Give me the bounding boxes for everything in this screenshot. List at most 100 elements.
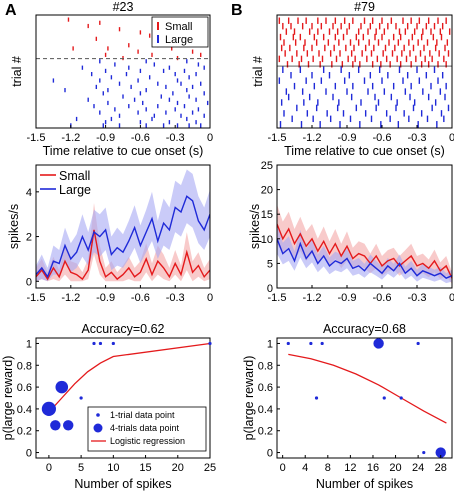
plot-area [36,169,210,282]
y-tick-label: 1 [267,338,273,350]
data-point [41,401,56,417]
y-tick-label: 5 [267,258,273,270]
rate-plot-a: -1.5 -1.2 -0.9 -0.6 -0.3 0 0 2 4 spikes/s SmallLar… [7,164,213,304]
x-tick-label: -0.3 [166,132,185,144]
axes-frame [35,337,211,459]
x-axis-label: Number of spikes [74,477,171,491]
x-tick-label: -1.2 [303,132,322,144]
y-tick-label: 1 [26,338,32,350]
y-tick-label: 0.2 [258,426,273,438]
y-tick-label: 0.4 [17,404,32,416]
data-point [399,396,403,400]
x-axis-label: Time relative to cue onset (s) [284,144,445,158]
x-tick-label: -1.5 [268,132,287,144]
y-axis-label: p(large reward) [242,356,256,441]
axes-frame [35,14,211,129]
x-tick-label: -0.3 [408,132,427,144]
x-tick-label: -1.2 [61,292,80,304]
axes-frame [276,14,453,129]
y-tick-label: 4 [26,187,32,199]
rate-line-small [277,223,452,279]
y-axis-label: trial # [251,56,265,87]
rate-line-small [36,229,210,281]
data-point [111,341,115,346]
error-band-large [277,224,452,284]
y-tick-label: 2 [26,232,32,244]
legend-box [151,16,209,48]
chart-title: Accuracy=0.68 [323,322,406,336]
data-point [50,420,61,431]
legend-label: 4-trials data point [110,423,180,433]
panel-label-b: B [231,2,243,19]
data-point [373,338,384,349]
chart-title: #23 [113,0,134,14]
x-tick-label: -0.3 [408,292,427,304]
legend-label: 1-trial data point [110,410,175,420]
data-point [55,380,69,394]
y-axis-label: spikes/s [7,204,21,249]
raster-plot-b: -1.5 -1.2 -0.9 -0.6 -0.3 0 Time relative to cu… [251,0,454,158]
legend-label: Large [165,34,193,46]
y-tick-label: 0.8 [258,360,273,372]
data-point [416,341,420,346]
x-tick-label: 28 [435,462,447,474]
x-tick-label: 0 [46,462,52,474]
y-axis-label: spikes/s [248,204,262,249]
logistic-fit-line [288,353,447,424]
rate-line-large [277,238,452,280]
plot-area [277,204,452,285]
x-axis-label: Time relative to cue onset (s) [43,144,204,158]
x-tick-label: -0.9 [338,292,357,304]
legend-label: Large [59,183,91,197]
logistic-plot-b: 0 4 8 12 16 20 24 28 0 0.2 0.4 0.6 0.8 1 Number of spi… [242,322,453,491]
x-tick-label: -1.5 [27,292,46,304]
error-band-large [36,169,210,282]
y-tick-label: 0 [26,448,32,460]
y-tick-label: 0.4 [258,404,273,416]
y-axis-label: trial # [10,56,24,87]
data-point [422,450,426,455]
axes-frame [276,164,453,289]
x-tick-label: 0 [280,462,286,474]
x-tick-label: -0.9 [96,132,115,144]
chart-title: Accuracy=0.62 [81,322,164,336]
x-tick-label: -0.6 [131,132,150,144]
x-tick-label: -0.9 [338,132,357,144]
x-tick-label: 5 [78,462,84,474]
x-tick-label: -0.6 [131,292,150,304]
data-point [320,341,324,346]
y-tick-label: 0 [26,276,32,288]
data-point [435,447,446,458]
x-tick-label: 25 [204,462,216,474]
axes-frame [35,164,211,289]
logistic-plot-a: 0 5 10 15 20 25 0 0.2 0.4 0.6 0.8 1 Number of spikes… [1,322,216,491]
x-tick-label: 0 [207,292,213,304]
rate-plot-b: -1.5 -1.2 -0.9 -0.6 -0.3 0 0 5 10 15 20 25 spikes/s [248,160,454,304]
x-tick-label: 0 [449,292,454,304]
axes-frame [276,337,453,459]
data-point [98,341,103,346]
x-tick-label: 10 [107,462,119,474]
legend-label: Logistic regression [110,436,185,446]
x-tick-label: -1.2 [61,132,80,144]
x-tick-label: 15 [139,462,151,474]
x-axis-label: Number of spikes [316,477,413,491]
error-band-small [36,203,210,282]
legend-swatch [93,423,103,433]
y-axis-label: p(large reward) [1,356,15,441]
y-tick-label: 0.8 [17,360,32,372]
y-tick-label: 25 [261,160,273,172]
x-tick-label: -0.3 [166,292,185,304]
y-tick-label: 20 [261,185,273,197]
x-tick-label: -0.6 [373,132,392,144]
data-point [286,341,290,346]
x-tick-label: 20 [172,462,184,474]
y-tick-label: 0.2 [17,426,32,438]
y-tick-label: 0.6 [17,382,32,394]
x-tick-label: -0.9 [96,292,115,304]
data-point [309,341,313,346]
x-tick-label: -0.6 [373,292,392,304]
panel-label-a: A [5,2,17,19]
